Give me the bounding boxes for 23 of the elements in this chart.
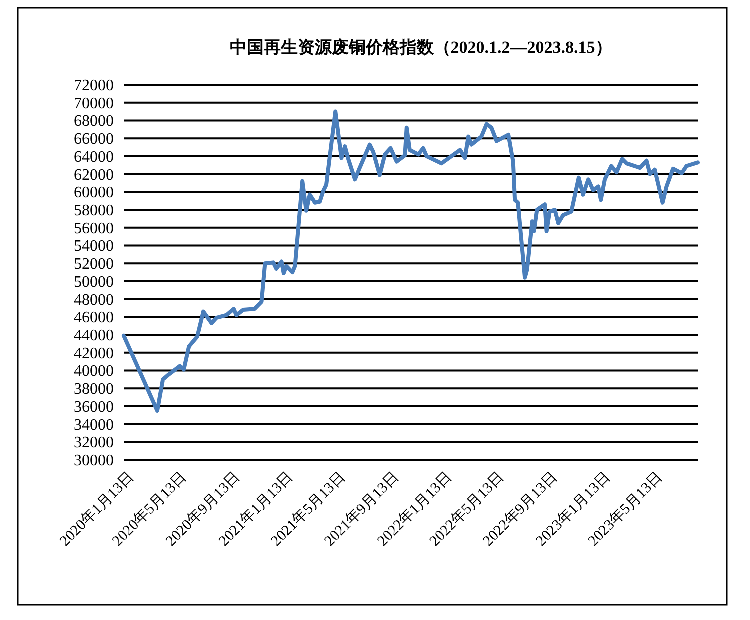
y-tick-label: 42000 xyxy=(74,345,114,362)
chart-title: 中国再生资源废铜价格指数（2020.1.2—2023.8.15） xyxy=(230,38,612,57)
y-tick-label: 60000 xyxy=(74,184,114,202)
y-tick-label: 36000 xyxy=(74,398,114,416)
y-tick-label: 70000 xyxy=(74,95,114,112)
y-tick-label: 54000 xyxy=(74,238,114,256)
y-tick-label: 48000 xyxy=(74,292,114,309)
y-tick-label: 52000 xyxy=(74,256,114,274)
y-tick-label: 72000 xyxy=(74,78,114,94)
y-tick-label: 30000 xyxy=(74,452,114,470)
y-tick-label: 34000 xyxy=(74,416,114,434)
y-tick-label: 40000 xyxy=(74,363,114,380)
y-tick-label: 58000 xyxy=(74,202,114,220)
y-tick-label: 38000 xyxy=(74,381,114,398)
y-tick-label: 44000 xyxy=(74,328,114,344)
y-tick-label: 68000 xyxy=(74,113,114,130)
y-tick-label: 32000 xyxy=(74,434,114,452)
y-tick-label: 50000 xyxy=(74,274,114,291)
y-tick-label: 64000 xyxy=(74,148,114,166)
y-tick-label: 66000 xyxy=(74,131,114,148)
y-tick-label: 46000 xyxy=(74,310,114,327)
y-tick-label: 56000 xyxy=(74,220,114,238)
y-tick-label: 62000 xyxy=(74,166,114,184)
